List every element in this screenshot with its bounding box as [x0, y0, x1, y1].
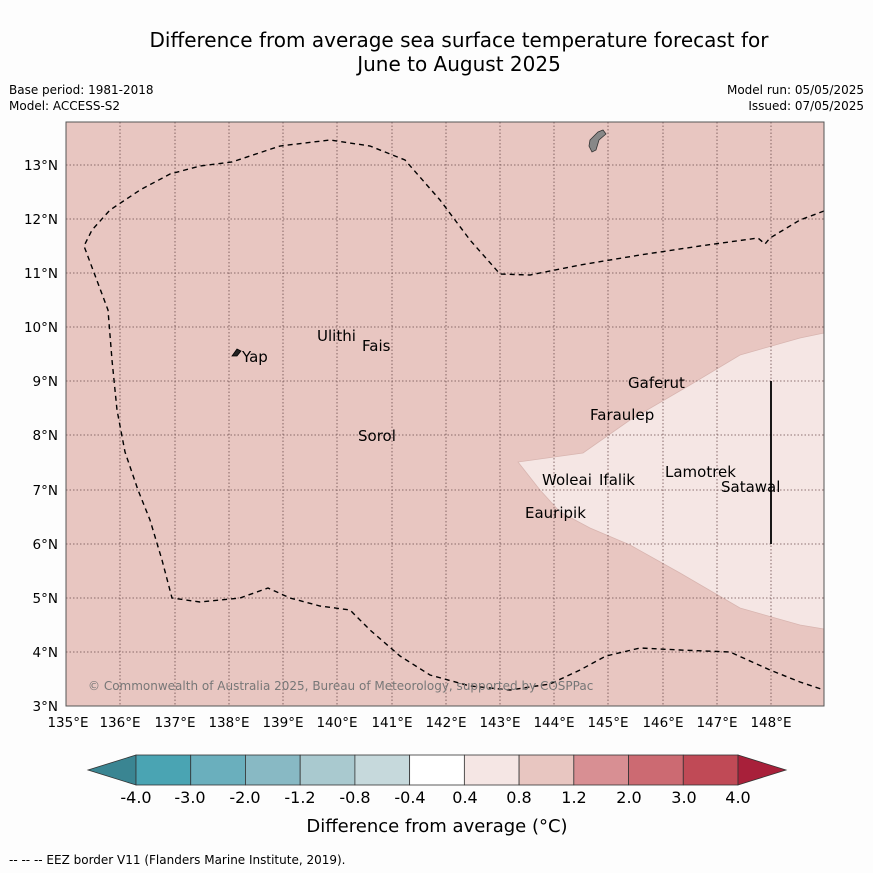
island-labels: Yap Ulithi Fais Sorol Gaferut Faraulep L…: [241, 327, 780, 522]
issued-date: Issued: 07/05/2025: [748, 99, 864, 113]
lat-label: 7°N: [33, 483, 58, 499]
lat-label: 3°N: [33, 699, 58, 715]
graticule: [66, 122, 824, 706]
colorbar-tick: 2.0: [616, 788, 641, 807]
map-frame: [65, 121, 825, 707]
colorbar-swatch: [573, 754, 629, 786]
yap-island: [231, 348, 242, 357]
colorbar-label: Difference from average (°C): [306, 816, 567, 837]
colorbar-tick: 4.0: [725, 788, 750, 807]
label-satawal: Satawal: [721, 478, 780, 496]
lat-label: 12°N: [24, 212, 58, 228]
label-sorol: Sorol: [358, 427, 396, 445]
lon-label: 138°E: [208, 715, 249, 731]
colorbar-tick: 0.4: [452, 788, 477, 807]
colorbar-tick: -1.2: [284, 788, 315, 807]
colorbar-ticks: -4.0 -3.0 -2.0 -1.2 -0.8 -0.4 0.4 0.8 1.…: [120, 788, 750, 807]
lon-label: 146°E: [642, 715, 683, 731]
map-title: Difference from average sea surface temp…: [0, 28, 873, 76]
lon-labels: 135°E 136°E 137°E 138°E 139°E 140°E 141°…: [47, 715, 791, 731]
lat-labels: 13°N 12°N 11°N 10°N 9°N 8°N 7°N 6°N 5°N …: [24, 158, 58, 715]
lon-label: 136°E: [99, 715, 140, 731]
label-ulithi: Ulithi: [317, 327, 356, 345]
colorbar-tick: 1.2: [561, 788, 586, 807]
map-title-line2: June to August 2025: [357, 52, 561, 76]
colorbar-swatch: [299, 754, 356, 786]
colorbar-swatch: [354, 754, 411, 786]
colorbar-swatch: [409, 754, 465, 786]
label-fais: Fais: [362, 337, 391, 355]
colorbar-tick: -4.0: [120, 788, 151, 807]
colorbar-tick: 3.0: [671, 788, 696, 807]
lon-label: 142°E: [425, 715, 466, 731]
lat-label: 6°N: [33, 537, 58, 553]
lon-label: 143°E: [479, 715, 520, 731]
lat-label: 11°N: [24, 266, 58, 282]
label-faraulep: Faraulep: [590, 406, 654, 424]
lat-label: 9°N: [33, 374, 58, 390]
base-period: Base period: 1981-2018: [9, 83, 154, 97]
meta-left: Base period: 1981-2018 Model: ACCESS-S2: [9, 82, 154, 114]
colorbar-swatch: [628, 754, 684, 786]
lat-label: 4°N: [33, 645, 58, 661]
colorbar-tick: -2.0: [229, 788, 260, 807]
colorbar-swatch: [245, 754, 301, 786]
colorbar-extend-low: [86, 754, 137, 786]
lon-label: 135°E: [47, 715, 88, 731]
label-yap: Yap: [241, 348, 268, 366]
copyright-text: © Commonwealth of Australia 2025, Bureau…: [88, 679, 593, 693]
map-title-line1: Difference from average sea surface temp…: [149, 28, 769, 52]
lat-label: 13°N: [24, 158, 58, 174]
colorbar-tick: 0.8: [506, 788, 531, 807]
label-lamotrek: Lamotrek: [665, 463, 736, 481]
footer-note: -- -- -- EEZ border V11 (Flanders Marine…: [9, 853, 346, 867]
colorbar-swatch: [518, 754, 575, 786]
lat-label: 5°N: [33, 591, 58, 607]
model-run: Model run: 05/05/2025: [726, 83, 864, 97]
lat-label: 10°N: [24, 320, 58, 336]
colorbar-swatch: [682, 754, 739, 786]
lat-label: 8°N: [33, 428, 58, 444]
meta-right: Model run: 05/05/2025 Issued: 07/05/2025: [727, 82, 864, 114]
guam-island: [588, 129, 607, 153]
colorbar-swatch: [190, 754, 246, 786]
lon-label: 140°E: [316, 715, 357, 731]
lon-label: 144°E: [533, 715, 574, 731]
colorbar-swatch: [135, 754, 192, 786]
colorbar-tick: -3.0: [174, 788, 205, 807]
colorbar: [86, 754, 788, 786]
label-ifalik: Ifalik: [599, 471, 635, 489]
lon-label: 139°E: [262, 715, 303, 731]
lon-label: 148°E: [750, 715, 791, 731]
colorbar-extend-high: [737, 754, 788, 786]
colorbar-tick: -0.8: [339, 788, 370, 807]
colorbar-tick: -0.4: [394, 788, 425, 807]
label-eauripik: Eauripik: [525, 504, 586, 522]
lon-label: 137°E: [154, 715, 195, 731]
lon-label: 147°E: [696, 715, 737, 731]
lon-label: 145°E: [587, 715, 628, 731]
lon-label: 141°E: [371, 715, 412, 731]
model-name: Model: ACCESS-S2: [9, 99, 121, 113]
label-gaferut: Gaferut: [628, 374, 685, 392]
colorbar-swatch: [463, 754, 520, 786]
anomaly-region-0p4-0p8: [517, 332, 825, 630]
label-woleai: Woleai: [542, 471, 592, 489]
